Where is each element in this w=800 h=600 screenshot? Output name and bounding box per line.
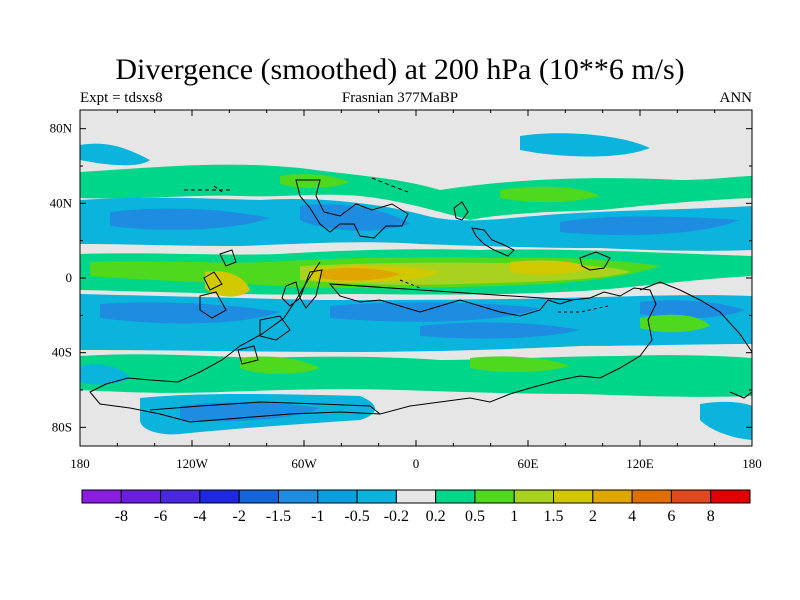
- x-tick-label: 120W: [176, 456, 209, 471]
- colorbar-swatch: [513, 489, 555, 504]
- y-tick-label: 40S: [52, 345, 72, 360]
- field-sh-blue-strong-3: [640, 300, 745, 319]
- colorbar-level-label: -0.5: [344, 508, 369, 525]
- experiment-label: Expt = tdsxs8: [80, 90, 163, 106]
- coastlines: [89, 177, 752, 423]
- field-nh-blue-band: [80, 197, 752, 251]
- field-sh-blue-east: [420, 322, 580, 339]
- axis-ticks: 180 120W 60W 0 60E 120E 180 80N 40N 0 40S 80S: [50, 110, 762, 471]
- colorbar: -8 -6 -4 -2 -1.5 -1 -0.5 -0.2 0.2 0.5 1 1.5 2 4 6 8: [81, 489, 751, 525]
- coastline-dashes-north: [184, 177, 409, 193]
- colorbar-swatch: [160, 489, 201, 504]
- coastline-tropical-islands: [579, 251, 611, 271]
- field-nh-green-strong-2: [500, 186, 600, 203]
- colorbar-swatch: [238, 489, 279, 504]
- coastline-australia-edge: [639, 281, 752, 399]
- colorbar-level-label: 8: [707, 508, 715, 525]
- field-sh-lime-2: [470, 356, 570, 373]
- colorbar-level-label: 0.5: [465, 508, 485, 525]
- field-sh-blue-strong: [100, 302, 280, 324]
- field-sh-polar-blue-strong: [180, 402, 320, 422]
- field-arctic-blue-patch-east: [520, 133, 650, 157]
- colorbar-swatch: [592, 489, 633, 504]
- colorbar-level-label: -1.5: [266, 508, 291, 525]
- colorbar-swatch: [670, 489, 712, 504]
- field-sh-green-band: [80, 354, 752, 397]
- y-tick-label: 80S: [52, 419, 72, 434]
- colorbar-swatch: [317, 489, 358, 504]
- x-tick-label: 0: [413, 456, 420, 471]
- coastline-east-island: [471, 227, 515, 257]
- colorbar-swatch: [199, 489, 240, 504]
- x-tick-label: 180: [742, 456, 762, 471]
- field-nh-green-band: [80, 164, 752, 220]
- x-tick-label: 180: [70, 456, 90, 471]
- field-equatorial-orange-core: [320, 267, 400, 281]
- y-tick-label: 0: [66, 270, 73, 285]
- colorbar-level-label: 6: [667, 508, 675, 525]
- colorbar-swatch: [710, 489, 751, 504]
- divergence-field: [80, 110, 752, 446]
- colorbar-swatch: [277, 489, 319, 504]
- x-tick-label: 60E: [518, 456, 539, 471]
- coastline-south-islands: [237, 315, 291, 365]
- colorbar-level-label: -4: [193, 508, 206, 525]
- coastline-central-strip: [281, 269, 323, 309]
- field-sh-blue-strong-2: [330, 302, 540, 322]
- colorbar-level-label: -6: [154, 508, 167, 525]
- x-tick-label: 120E: [626, 456, 654, 471]
- field-equatorial-yellow-west: [205, 270, 250, 297]
- x-tick-label: 60W: [291, 456, 317, 471]
- field-equatorial-gold-core-east: [510, 260, 590, 275]
- field-nh-blue-strong: [110, 208, 270, 230]
- colorbar-swatch: [81, 489, 122, 504]
- colorbar-level-label: 0.2: [426, 508, 446, 525]
- field-nh-blue-strong-2: [300, 204, 410, 231]
- colorbar-swatch: [435, 489, 476, 504]
- colorbar-swatch: [395, 489, 437, 504]
- colorbar-swatch: [553, 489, 594, 504]
- coastline-north-continent: [295, 179, 409, 239]
- field-sh-lime-1: [240, 356, 320, 374]
- coastline-sh-polar: [149, 401, 381, 415]
- season-label: ANN: [719, 90, 753, 106]
- colorbar-level-label: 4: [628, 508, 636, 525]
- y-tick-label: 80N: [50, 121, 73, 136]
- colorbar-level-label: 1: [510, 508, 518, 525]
- period-label: Frasnian 377MaBP: [341, 90, 459, 106]
- plot-title: Divergence (smoothed) at 200 hPa (10**6 …: [115, 53, 685, 86]
- coastline-gondwana-north: [328, 283, 573, 317]
- colorbar-level-label: 1.5: [544, 508, 564, 525]
- colorbar-swatch: [474, 489, 515, 504]
- colorbar-swatch: [120, 489, 162, 504]
- colorbar-level-label: -2: [233, 508, 246, 525]
- field-nh-blue-strong-3: [560, 216, 740, 236]
- coastline-northeast-island: [453, 201, 469, 221]
- coastline-dashes-south: [399, 279, 609, 313]
- field-sh-lime-3: [640, 314, 710, 333]
- colorbar-level-label: 2: [589, 508, 597, 525]
- coastline-west-islands: [199, 249, 237, 319]
- colorbar-level-label: -1: [311, 508, 324, 525]
- colorbar-swatch: [356, 489, 397, 504]
- colorbar-swatch: [631, 489, 672, 504]
- colorbar-level-label: -0.2: [384, 508, 409, 525]
- colorbar-level-label: -8: [115, 508, 128, 525]
- y-tick-label: 40N: [50, 195, 73, 210]
- field-sh-polar-blue-east: [700, 401, 752, 440]
- field-arctic-blue-patch: [80, 143, 150, 166]
- field-sh-blue-patch-west: [80, 364, 130, 385]
